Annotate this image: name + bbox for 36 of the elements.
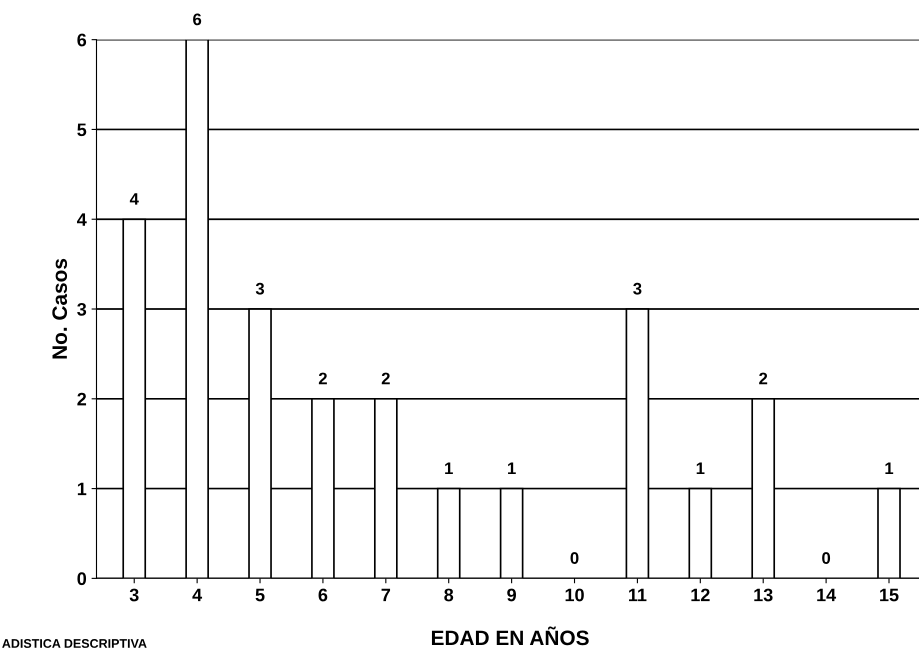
data-label: 0 xyxy=(822,552,830,564)
data-label: 2 xyxy=(759,372,768,384)
data-label: 1 xyxy=(508,462,516,474)
data-label: 4 xyxy=(130,193,139,205)
x-axis-title: EDAD EN AÑOS xyxy=(432,626,589,646)
y-tick-label: 6 xyxy=(77,34,86,46)
y-tick-label: 5 xyxy=(77,124,86,136)
x-tick-label: 15 xyxy=(880,588,899,602)
y-tick-label: 0 xyxy=(77,572,86,586)
x-tick-label: 13 xyxy=(754,588,773,602)
y-axis-title: No. Casos xyxy=(52,258,68,359)
y-tick-label: 4 xyxy=(77,213,87,226)
x-tick-label: 8 xyxy=(444,588,454,602)
data-label: 1 xyxy=(885,462,894,474)
x-tick-label: 7 xyxy=(382,588,390,602)
x-tick-label: 9 xyxy=(507,588,516,602)
x-tick-label: 3 xyxy=(130,588,139,602)
x-tick-label: 12 xyxy=(691,588,710,602)
x-tick-label: 10 xyxy=(566,588,584,602)
data-label: 1 xyxy=(696,462,704,474)
x-tick-label: 5 xyxy=(256,588,265,602)
x-tick-label: 11 xyxy=(629,588,646,602)
data-label: 3 xyxy=(633,282,642,295)
data-label: 1 xyxy=(445,462,453,474)
data-label: 3 xyxy=(256,282,264,295)
y-tick-label: 2 xyxy=(77,392,86,406)
x-tick-label: 14 xyxy=(817,588,836,602)
data-label: 2 xyxy=(382,372,390,384)
y-tick-label: 3 xyxy=(77,302,86,316)
y-tick-label: 1 xyxy=(78,482,86,496)
data-label: 6 xyxy=(193,13,202,26)
x-tick-label: 6 xyxy=(318,588,328,602)
x-tick-label: 4 xyxy=(192,588,202,602)
data-label: 2 xyxy=(318,372,327,384)
data-label: 0 xyxy=(570,552,578,564)
text: ADISTICA DESCRIPTIVA xyxy=(2,639,147,648)
